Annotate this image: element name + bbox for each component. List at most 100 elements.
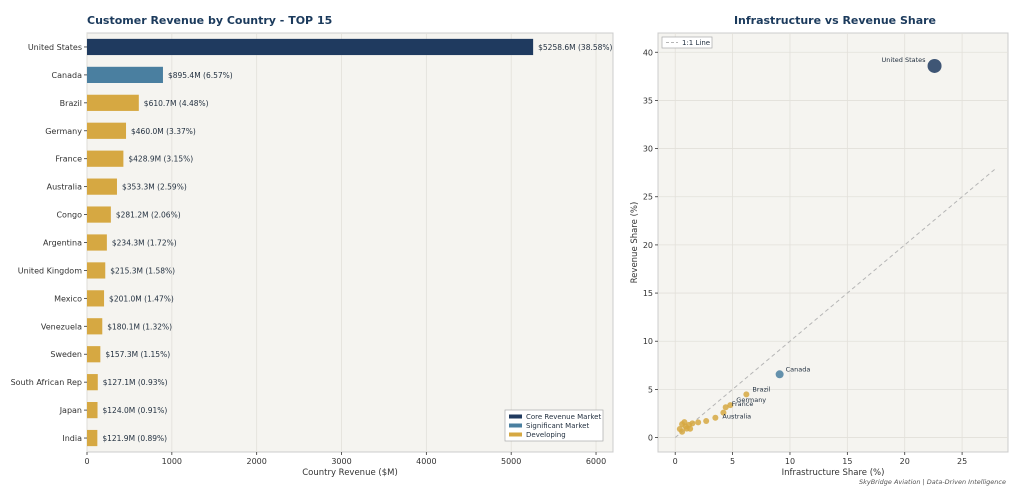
bar-france	[87, 150, 124, 167]
scatter-x-tick-label: 25	[957, 457, 967, 466]
bar-x-tick-label: 5000	[501, 457, 521, 466]
bar-category-label: Canada	[52, 71, 83, 80]
scatter-point	[676, 425, 683, 432]
bar-value-label: $460.0M (3.37%)	[131, 127, 196, 136]
scatter-point	[687, 425, 694, 432]
bar-category-label: Mexico	[54, 294, 82, 303]
scatter-x-tick-label: 10	[785, 457, 795, 466]
bar-category-label: South African Rep	[11, 378, 82, 387]
bar-value-label: $201.0M (1.47%)	[109, 294, 174, 303]
scatter-y-tick-label: 35	[643, 96, 653, 105]
scatter-y-tick-label: 25	[643, 193, 653, 202]
bar-x-tick-label: 3000	[331, 457, 351, 466]
scatter-y-tick-label: 20	[643, 241, 653, 250]
bar-x-axis-label: Country Revenue ($M)	[302, 468, 398, 478]
bar-legend-label: Developing	[526, 431, 566, 439]
bar-category-label: Sweden	[50, 350, 82, 359]
scatter-point	[775, 370, 784, 379]
bar-value-label: $895.4M (6.57%)	[168, 71, 233, 80]
bar-japan	[87, 401, 98, 419]
scatter-point	[727, 402, 734, 409]
scatter-x-tick-label: 0	[673, 457, 678, 466]
bar-category-label: Brazil	[60, 99, 82, 108]
bar-chart-title: Customer Revenue by Country - TOP 15	[87, 14, 333, 27]
bar-category-label: Germany	[45, 127, 82, 136]
scatter-point	[927, 58, 942, 73]
bar-united-kingdom	[87, 262, 106, 279]
scatter-point-label: Germany	[736, 396, 766, 404]
bar-category-label: India	[62, 434, 82, 443]
bar-category-label: United States	[28, 43, 82, 52]
bar-value-label: $215.3M (1.58%)	[110, 266, 175, 275]
scatter-point-label: United States	[882, 56, 927, 64]
bar-plot-area	[86, 32, 614, 453]
scatter-y-axis-label: Revenue Share (%)	[630, 202, 640, 284]
bar-germany	[87, 122, 127, 139]
bar-south-african-rep	[87, 374, 98, 391]
bar-category-label: Congo	[56, 211, 82, 220]
bar-venezuela	[87, 318, 103, 335]
bar-category-label: Argentina	[43, 239, 82, 248]
bar-legend-label: Core Revenue Market	[526, 413, 601, 421]
bar-value-label: $428.9M (3.15%)	[128, 155, 193, 164]
bar-value-label: $353.3M (2.59%)	[122, 183, 187, 192]
scatter-point	[703, 417, 710, 424]
scatter-y-tick-label: 15	[643, 289, 653, 298]
bar-x-tick-label: 6000	[586, 457, 606, 466]
footer-credit: SkyBridge Aviation | Data-Driven Intelli…	[858, 478, 1006, 486]
bar-congo	[87, 206, 111, 223]
scatter-y-tick-label: 40	[643, 48, 653, 57]
scatter-y-tick-label: 0	[648, 434, 653, 443]
bar-india	[87, 429, 98, 447]
bar-canada	[87, 66, 163, 84]
bar-category-label: Venezuela	[41, 322, 82, 331]
scatter-point-label: France	[732, 400, 754, 408]
scatter-point	[679, 421, 686, 428]
scatter-point	[720, 409, 727, 416]
bar-x-tick-label: 4000	[416, 457, 436, 466]
bar-legend-swatch	[509, 414, 522, 419]
bar-legend-label: Significant Market	[526, 422, 589, 430]
scatter-y-tick-label: 30	[643, 145, 653, 154]
scatter-point-label: Brazil	[752, 385, 770, 393]
bar-category-label: United Kingdom	[18, 266, 82, 275]
bar-x-tick-label: 0	[84, 457, 89, 466]
bar-category-label: Australia	[47, 183, 82, 192]
bar-value-label: $124.0M (0.91%)	[103, 406, 168, 415]
scatter-y-tick-label: 5	[648, 385, 653, 394]
bar-value-label: $234.3M (1.72%)	[112, 239, 177, 248]
scatter-point	[695, 419, 702, 426]
bar-brazil	[87, 94, 139, 111]
bar-sweden	[87, 346, 101, 363]
scatter-x-tick-label: 20	[900, 457, 910, 466]
bar-australia	[87, 178, 117, 195]
bar-legend-swatch	[509, 423, 522, 428]
scatter-point-label: Australia	[722, 413, 751, 421]
bar-x-tick-label: 2000	[246, 457, 266, 466]
scatter-point	[722, 404, 729, 411]
scatter-x-tick-label: 5	[730, 457, 735, 466]
scatter-point-label: Canada	[786, 365, 811, 373]
bar-united-states	[87, 38, 534, 56]
scatter-point	[712, 414, 719, 421]
bar-legend-swatch	[509, 432, 522, 437]
scatter-x-axis-label: Infrastructure Share (%)	[782, 468, 885, 478]
bar-value-label: $121.9M (0.89%)	[102, 434, 167, 443]
bar-value-label: $127.1M (0.93%)	[103, 378, 168, 387]
scatter-legend-box	[661, 36, 713, 49]
bar-value-label: $5258.6M (38.58%)	[538, 43, 612, 52]
bar-value-label: $610.7M (4.48%)	[144, 99, 209, 108]
bar-x-tick-label: 1000	[162, 457, 182, 466]
scatter-y-tick-label: 10	[643, 337, 653, 346]
scatter-x-tick-label: 15	[842, 457, 852, 466]
bar-value-label: $281.2M (2.06%)	[116, 211, 181, 220]
bar-value-label: $180.1M (1.32%)	[107, 322, 172, 331]
scatter-chart-title: Infrastructure vs Revenue Share	[733, 14, 937, 27]
bar-mexico	[87, 290, 105, 307]
scatter-legend-label: 1:1 Line	[682, 39, 710, 47]
scatter-point	[743, 391, 750, 398]
bar-value-label: $157.3M (1.15%)	[105, 350, 170, 359]
bar-category-label: Japan	[59, 406, 82, 415]
bar-category-label: France	[55, 155, 82, 164]
